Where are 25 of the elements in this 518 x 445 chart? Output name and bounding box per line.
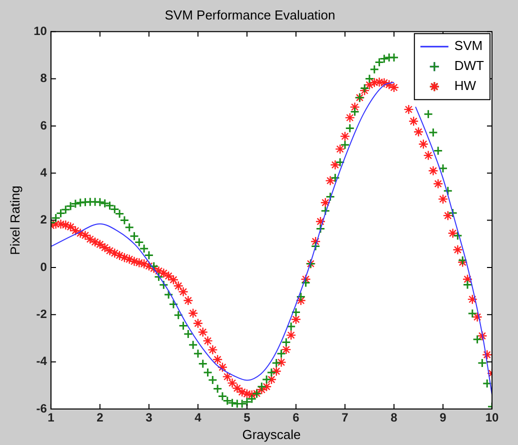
- y-axis-title: Pixel Rating: [7, 186, 22, 255]
- x-tick-label: 2: [96, 410, 104, 425]
- x-tick-label: 9: [440, 410, 447, 425]
- legend-label: DWT: [454, 58, 484, 74]
- legend-label: SVM: [454, 38, 483, 54]
- x-tick-label: 6: [292, 410, 300, 425]
- x-tick-label: 4: [194, 410, 202, 425]
- chart-title: SVM Performance Evaluation: [164, 7, 336, 22]
- legend-label: HW: [454, 78, 477, 94]
- x-tick-label: 5: [244, 410, 251, 425]
- x-tick-label: 3: [146, 410, 153, 425]
- y-tick-label: 4: [40, 165, 48, 180]
- x-tick-label: 7: [342, 410, 349, 425]
- x-tick-label: 10: [485, 410, 499, 425]
- y-tick-label: 10: [34, 24, 48, 38]
- x-axis-title: Grayscale: [242, 426, 301, 442]
- y-tick-label: -6: [36, 401, 48, 416]
- y-tick-label: 8: [40, 71, 48, 86]
- y-tick-label: -4: [36, 354, 48, 368]
- y-tick-label: 2: [40, 212, 48, 227]
- y-tick-label: 6: [40, 118, 48, 132]
- y-tick-label: 0: [40, 260, 48, 274]
- x-tick-label: 8: [390, 410, 398, 425]
- y-tick-label: -2: [36, 306, 48, 321]
- x-tick-label: 1: [48, 410, 55, 425]
